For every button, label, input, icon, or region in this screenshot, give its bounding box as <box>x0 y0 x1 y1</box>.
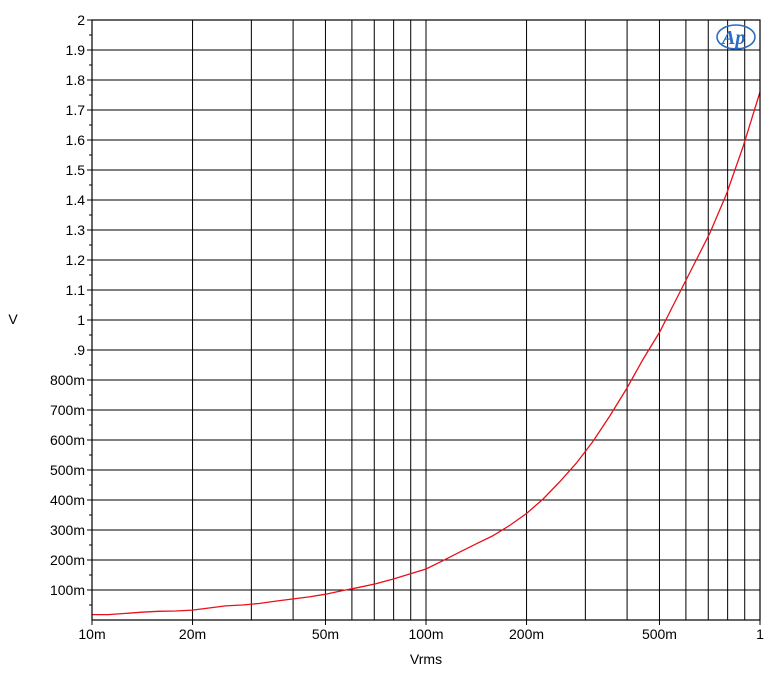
y-tick-label: 1.3 <box>66 222 86 238</box>
x-tick-label: 500m <box>642 626 677 642</box>
y-tick-label: 300m <box>50 522 85 538</box>
y-tick-label: 1.6 <box>66 132 86 148</box>
y-tick-label: 1.7 <box>66 102 86 118</box>
y-tick-label: 1.9 <box>66 42 86 58</box>
series-line <box>92 91 761 616</box>
y-tick-label: .9 <box>73 342 85 358</box>
y-tick-label: 600m <box>50 432 85 448</box>
y-tick-label: 1.1 <box>66 282 86 298</box>
plot-frame <box>91 19 761 621</box>
y-tick-label: 1.5 <box>66 162 86 178</box>
x-axis-label: Vrms <box>410 651 442 667</box>
y-tick-label: 1.8 <box>66 72 86 88</box>
y-tick-label: 500m <box>50 462 85 478</box>
y-tick-label: 700m <box>50 402 85 418</box>
x-tick-label: 10m <box>78 626 105 642</box>
logo-ring <box>716 24 756 50</box>
y-axis-label: V <box>8 311 18 327</box>
x-tick-label: 200m <box>509 626 544 642</box>
y-tick-label: 1 <box>77 312 85 328</box>
y-tick-label: 200m <box>50 552 85 568</box>
y-tick-label: 100m <box>50 582 85 598</box>
x-tick-label: 1 <box>756 626 764 642</box>
y-tick-label: 800m <box>50 372 85 388</box>
y-tick-label: 2 <box>77 12 85 28</box>
x-tick-label: 20m <box>179 626 206 642</box>
x-tick-label: 100m <box>408 626 443 642</box>
x-tick-label: 50m <box>312 626 339 642</box>
series-layer <box>92 91 761 616</box>
ap-logo: Ap <box>716 24 756 50</box>
y-tick-label: 400m <box>50 492 85 508</box>
grid <box>87 19 761 625</box>
y-tick-label: 1.4 <box>66 192 86 208</box>
logo-text: Ap <box>720 27 745 49</box>
y-tick-label: 1.2 <box>66 252 86 268</box>
tick-labels: 100m 200m 300m 400m 500m 600m 700m 800m .9 1 1.1 1.… <box>50 12 764 642</box>
